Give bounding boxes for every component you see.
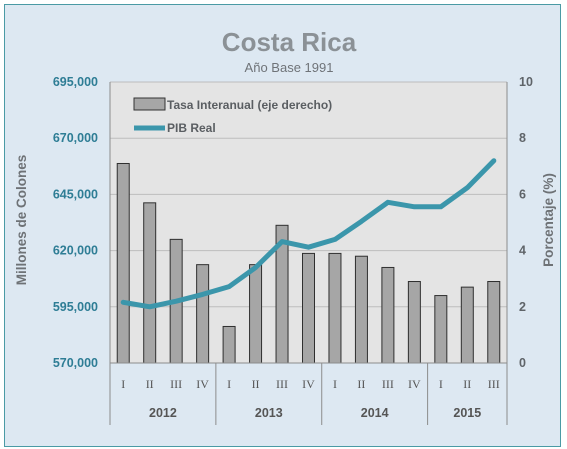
y-tick-right: 2 bbox=[519, 300, 526, 314]
year-label: 2015 bbox=[453, 406, 481, 420]
x-tick-label: IV bbox=[196, 377, 209, 391]
y-tick-left: 570,000 bbox=[53, 356, 98, 370]
bar bbox=[222, 325, 236, 364]
bar bbox=[143, 202, 157, 364]
y-tick-right: 6 bbox=[519, 187, 526, 201]
x-tick-label: III bbox=[382, 377, 394, 391]
x-tick-label: I bbox=[121, 377, 125, 391]
y-tick-right: 10 bbox=[519, 75, 533, 89]
legend-line-label: PIB Real bbox=[167, 121, 216, 135]
x-tick-label: II bbox=[463, 377, 471, 391]
chart-svg: Costa Rica Año Base 1991 Millones de Col… bbox=[14, 27, 556, 425]
legend: Tasa Interanual (eje derecho) PIB Real bbox=[133, 97, 332, 135]
y-tick-left: 695,000 bbox=[53, 75, 98, 89]
x-tick-label: IV bbox=[408, 377, 421, 391]
y-tick-right: 8 bbox=[519, 131, 526, 145]
y-tick-left: 595,000 bbox=[53, 300, 98, 314]
x-tick-label: III bbox=[170, 377, 182, 391]
chart-subtitle: Año Base 1991 bbox=[245, 60, 334, 75]
chart-frame: Costa Rica Año Base 1991 Millones de Col… bbox=[4, 4, 561, 447]
x-tick-label: II bbox=[146, 377, 154, 391]
y-tick-left: 670,000 bbox=[53, 131, 98, 145]
chart-title: Costa Rica bbox=[222, 27, 357, 57]
x-tick-label: I bbox=[333, 377, 337, 391]
x-tick-label: II bbox=[357, 377, 365, 391]
y-axis-left-label: Millones de Colones bbox=[14, 155, 29, 286]
bar bbox=[407, 281, 421, 364]
y-axis-right-label: Porcentaje (%) bbox=[541, 173, 556, 267]
bar bbox=[302, 252, 315, 364]
bar bbox=[328, 252, 342, 364]
x-tick-label: IV bbox=[302, 377, 315, 391]
bar bbox=[196, 264, 210, 364]
year-label: 2012 bbox=[149, 406, 177, 420]
year-label: 2014 bbox=[361, 406, 389, 420]
bar bbox=[116, 162, 130, 364]
y-tick-left: 645,000 bbox=[53, 187, 98, 201]
x-tick-label: III bbox=[488, 377, 500, 391]
x-tick-label: II bbox=[252, 377, 260, 391]
y-tick-right: 4 bbox=[519, 244, 526, 258]
bar bbox=[381, 266, 395, 364]
year-label: 2013 bbox=[255, 406, 283, 420]
bar bbox=[460, 286, 474, 364]
line-series bbox=[120, 158, 497, 310]
x-tick-label: III bbox=[276, 377, 288, 391]
bar bbox=[354, 255, 368, 364]
bar bbox=[434, 295, 448, 364]
bar bbox=[487, 281, 501, 364]
x-tick-label: I bbox=[227, 377, 231, 391]
bar bbox=[249, 264, 263, 364]
y-tick-left: 620,000 bbox=[53, 244, 98, 258]
bar-series bbox=[116, 162, 501, 364]
axes: 695,000 10 670,000 8 645,000 6 620,000 4 595,000… bbox=[53, 75, 533, 425]
pib-real-line bbox=[120, 158, 497, 310]
legend-bar-swatch bbox=[133, 97, 166, 111]
y-tick-right: 0 bbox=[519, 356, 526, 370]
x-tick-label: I bbox=[439, 377, 443, 391]
legend-bar-label: Tasa Interanual (eje derecho) bbox=[167, 98, 332, 112]
